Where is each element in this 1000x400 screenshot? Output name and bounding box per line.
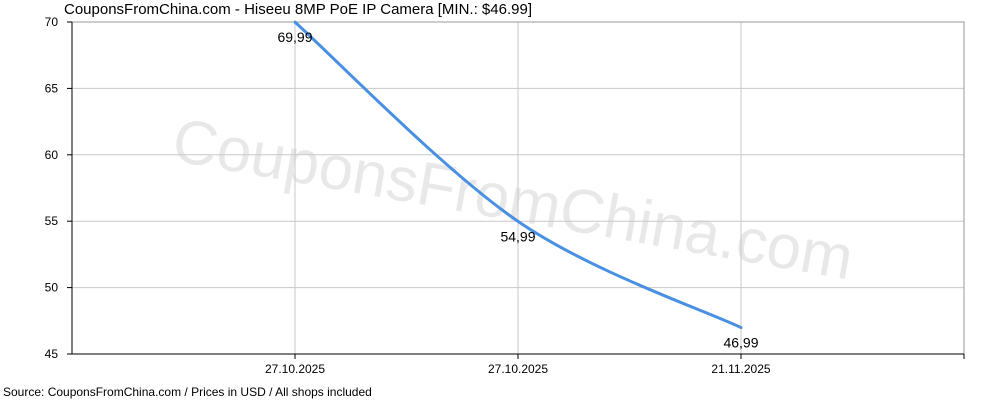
data-label: 69,99 <box>277 29 312 45</box>
series-layer: 69,99 54,99 46,99 <box>277 20 759 351</box>
chart-title: CouponsFromChina.com - Hiseeu 8MP PoE IP… <box>64 1 532 18</box>
x-tick-label: 21.11.2025 <box>711 362 770 376</box>
y-tick-label: 70 <box>45 15 59 29</box>
y-tick-label: 45 <box>45 347 59 361</box>
series-line <box>293 20 743 330</box>
y-tick-label: 60 <box>45 148 59 162</box>
axes: 45 50 55 60 65 70 27.10.2025 27.10.2025 21.11.20… <box>45 15 965 376</box>
y-tick-label: 50 <box>45 281 59 295</box>
y-tick-label: 65 <box>45 81 59 95</box>
data-label: 46,99 <box>723 335 758 351</box>
x-tick-label: 27.10.2025 <box>488 362 548 376</box>
x-tick-label: 27.10.2025 <box>265 362 325 376</box>
data-label: 54,99 <box>500 228 535 244</box>
chart-footer: Source: CouponsFromChina.com / Prices in… <box>3 385 372 399</box>
y-tick-label: 55 <box>45 214 59 228</box>
